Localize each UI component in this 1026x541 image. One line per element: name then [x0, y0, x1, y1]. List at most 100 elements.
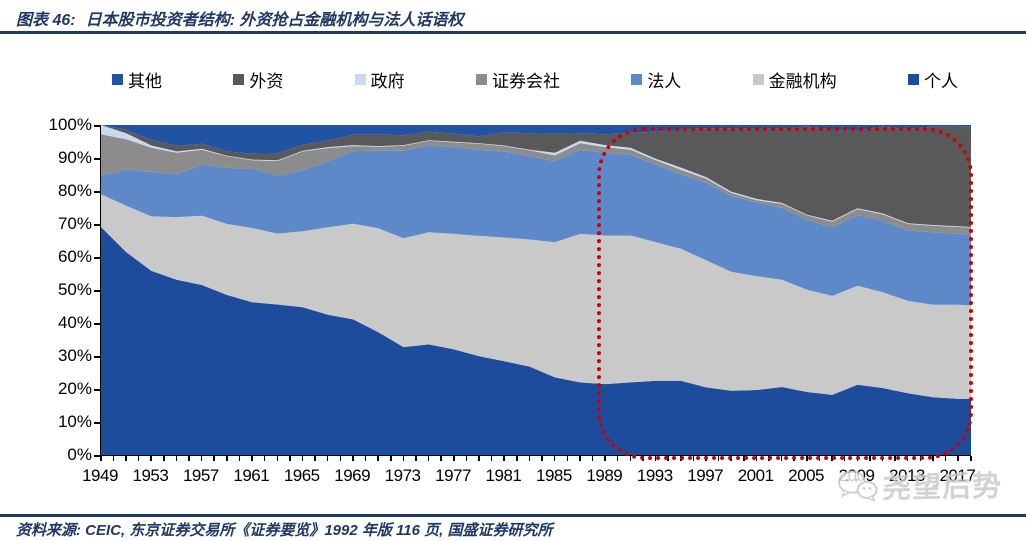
x-minor-tick: [730, 456, 732, 461]
x-minor-tick: [112, 456, 115, 461]
x-minor-tick: [175, 456, 178, 461]
x-minor-tick: [238, 456, 241, 461]
x-minor-tick: [970, 456, 972, 461]
area-foreign: [101, 125, 971, 227]
legend-swatch-corporate: [631, 74, 643, 85]
stacked-area-svg: [101, 125, 971, 455]
x-minor-tick: [944, 456, 947, 461]
y-tick-mark: [94, 290, 100, 292]
x-minor-tick: [932, 456, 934, 461]
legend-item-government: 政府: [354, 67, 405, 92]
x-minor-tick: [680, 456, 682, 461]
x-minor-tick: [780, 456, 783, 461]
x-minor-tick: [705, 456, 707, 461]
x-minor-tick: [906, 456, 909, 461]
x-minor-tick: [263, 456, 266, 461]
x-tick-label: 1977: [435, 466, 471, 485]
x-minor-tick: [377, 456, 379, 461]
legend-label-corporate: 法人: [647, 72, 682, 91]
x-minor-tick: [957, 456, 959, 461]
x-minor-tick: [629, 456, 632, 461]
y-tick-label: 40%: [57, 313, 92, 332]
footer-divider: [0, 514, 1026, 517]
x-minor-tick: [717, 456, 720, 461]
y-tick-mark: [94, 356, 100, 358]
x-tick-label: 1973: [384, 466, 421, 485]
x-minor-tick: [301, 456, 304, 461]
x-minor-tick: [503, 456, 505, 461]
x-tick-label: 1981: [485, 466, 522, 485]
x-minor-tick: [654, 456, 657, 461]
x-minor-tick: [604, 456, 606, 461]
x-tick-label: 2001: [737, 466, 774, 485]
x-minor-tick: [137, 456, 140, 461]
legend-swatch-financial: [752, 74, 764, 85]
legend-label-government: 政府: [370, 72, 405, 91]
x-minor-tick: [415, 456, 417, 461]
x-minor-tick: [163, 456, 165, 461]
x-minor-tick: [692, 456, 695, 461]
y-tick-mark: [94, 158, 100, 160]
x-minor-tick: [642, 456, 644, 461]
y-tick-label: 20%: [57, 379, 92, 398]
legend-swatch-securities: [475, 74, 487, 85]
x-minor-tick: [528, 456, 531, 461]
area-individual: [101, 227, 971, 455]
x-tick-label: 1953: [132, 466, 169, 485]
legend-swatch-other: [112, 74, 123, 85]
x-minor-tick: [755, 456, 758, 461]
legend-swatch-individual: [907, 74, 919, 85]
x-minor-tick: [402, 456, 405, 461]
x-minor-tick: [818, 456, 821, 461]
x-tick-label: 1969: [334, 466, 371, 485]
y-tick-label: 0%: [67, 445, 92, 464]
x-minor-tick: [213, 456, 215, 461]
area-corporate: [101, 145, 971, 306]
x-minor-tick: [768, 456, 770, 461]
x-minor-tick: [831, 456, 833, 461]
y-tick-label: 80%: [57, 181, 92, 200]
y-tick-label: 10%: [57, 412, 92, 431]
stacked-area-chart: [100, 125, 971, 456]
x-minor-tick: [894, 456, 896, 461]
x-tick-label: 1989: [586, 466, 623, 485]
y-tick-label: 100%: [48, 115, 92, 134]
legend-item-financial: 金融机构: [752, 67, 837, 92]
x-minor-tick: [869, 456, 871, 461]
x-minor-tick: [289, 456, 291, 461]
x-minor-tick: [100, 456, 102, 461]
y-tick-label: 90%: [57, 148, 92, 167]
legend-item-other: 其他: [112, 67, 162, 92]
y-tick-mark: [94, 191, 100, 193]
x-minor-tick: [150, 456, 152, 461]
legend-item-individual: 个人: [907, 67, 958, 92]
x-minor-tick: [465, 456, 468, 461]
x-tick-label: 1957: [182, 466, 219, 485]
x-minor-tick: [276, 456, 279, 461]
x-minor-tick: [226, 456, 228, 461]
y-tick-label: 60%: [57, 247, 92, 266]
x-tick-label: 1993: [636, 466, 673, 485]
figure-title-row: 图表 46: 日本股市投资者结构: 外资抢占金融机构与法人话语权: [16, 6, 463, 30]
x-minor-tick: [188, 456, 190, 461]
y-tick-mark: [94, 323, 100, 325]
y-tick-mark: [94, 224, 100, 226]
title-divider: [0, 31, 1026, 34]
y-tick-label: 30%: [57, 346, 92, 365]
x-minor-tick: [541, 456, 543, 461]
area-securities: [101, 134, 971, 235]
x-minor-tick: [339, 456, 342, 461]
x-minor-tick: [352, 456, 354, 461]
legend-item-foreign: 外资: [233, 67, 283, 92]
x-minor-tick: [667, 456, 669, 461]
legend-item-securities: 证券会社: [475, 67, 560, 92]
x-minor-tick: [806, 456, 808, 461]
x-minor-tick: [881, 456, 884, 461]
x-minor-tick: [200, 456, 203, 461]
legend-label-financial: 金融机构: [768, 72, 837, 91]
x-minor-tick: [251, 456, 253, 461]
x-minor-tick: [856, 456, 859, 461]
y-tick-mark: [94, 455, 100, 457]
y-tick-mark: [94, 125, 100, 127]
y-tick-label: 50%: [57, 280, 92, 299]
